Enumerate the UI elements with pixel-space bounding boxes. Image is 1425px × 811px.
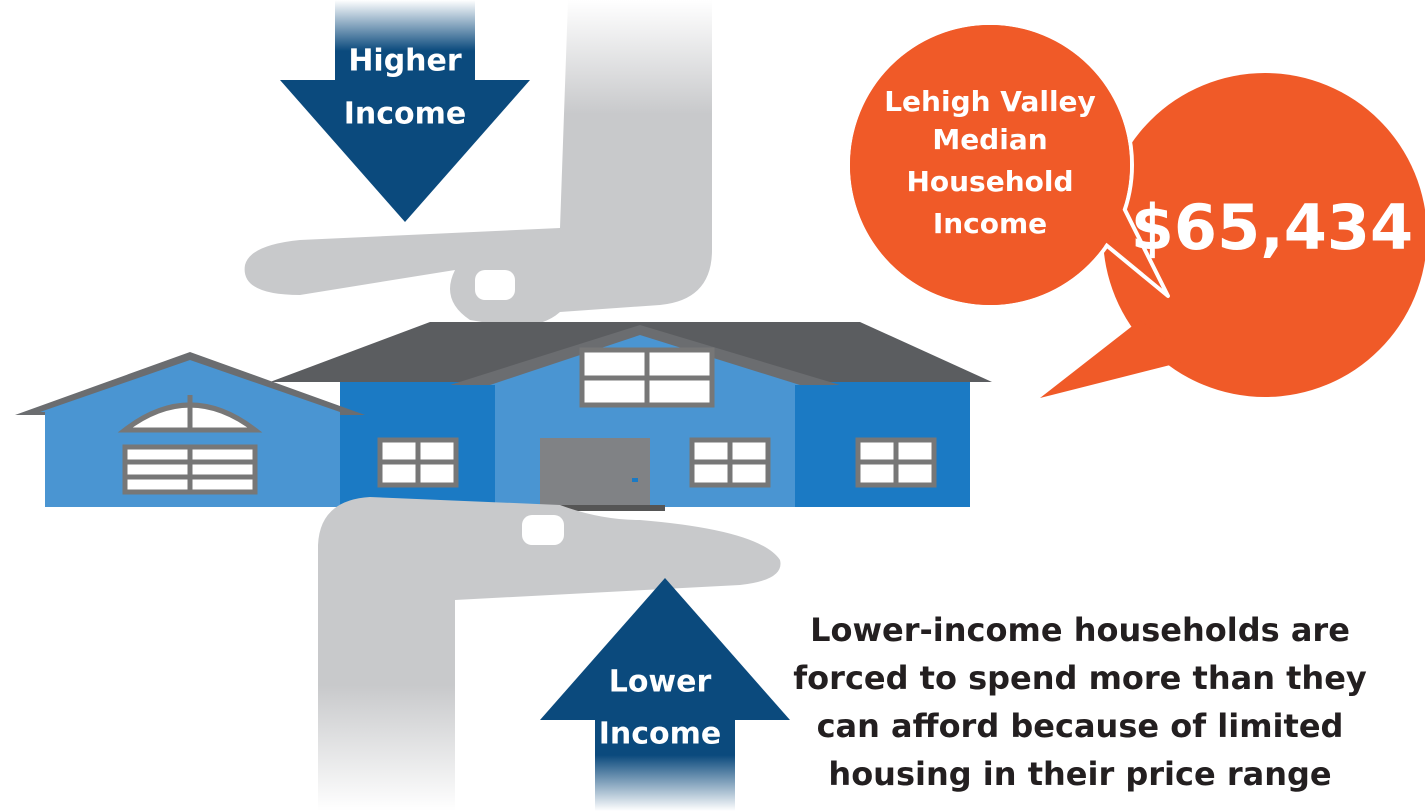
arrow-label: Lower [609, 665, 712, 700]
arrow-label: Higher [348, 44, 462, 79]
bubble-label: Household [906, 165, 1073, 198]
bottom-hand [318, 497, 781, 811]
higher-arrow: Higher Income [280, 0, 530, 222]
arrow-label: Income [344, 97, 467, 132]
arrow-label: Income [599, 717, 722, 752]
caption: Lower-income households are forced to sp… [793, 611, 1367, 793]
caption-line: Lower-income households are [810, 611, 1350, 649]
bubble-label: Median [932, 123, 1047, 156]
speech-bubbles: Lehigh Valley Median Household Income $6… [846, 21, 1425, 398]
house [15, 322, 992, 511]
top-hand [244, 0, 712, 327]
income-value: $65,434 [1131, 191, 1413, 264]
bubble-label: Income [933, 207, 1047, 240]
bubble-label: Lehigh Valley [884, 85, 1096, 118]
caption-line: housing in their price range [828, 755, 1331, 793]
caption-line: forced to spend more than they [793, 659, 1367, 697]
lower-arrow: Lower Income [540, 578, 790, 811]
caption-line: can afford because of limited [817, 707, 1344, 745]
